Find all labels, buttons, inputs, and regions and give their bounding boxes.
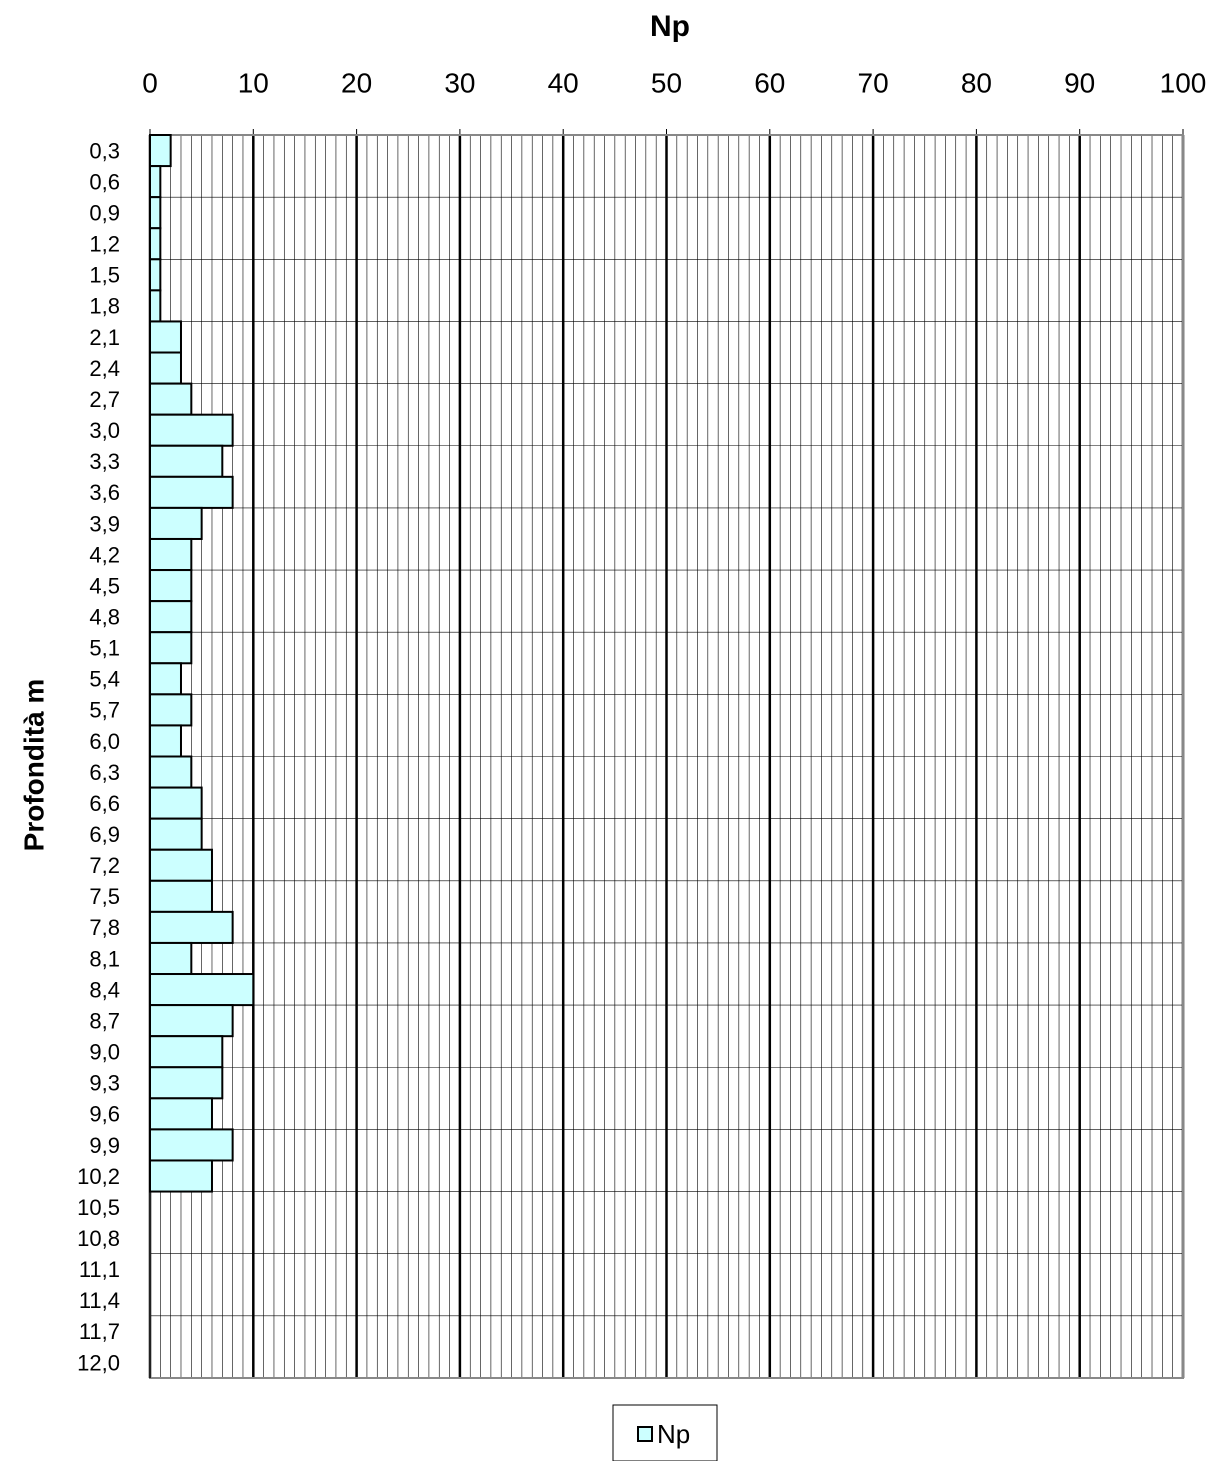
x-tick-label: 90 bbox=[1064, 67, 1095, 98]
bar bbox=[149, 258, 162, 292]
bar bbox=[149, 289, 162, 323]
bar bbox=[149, 1066, 224, 1100]
bar bbox=[149, 879, 213, 913]
y-tick-label: 1,8 bbox=[89, 294, 120, 319]
y-tick-label: 11,7 bbox=[79, 1319, 120, 1344]
y-tick-label: 6,0 bbox=[89, 729, 120, 754]
y-tick-label: 9,9 bbox=[89, 1133, 120, 1158]
y-tick-label: 0,6 bbox=[89, 169, 120, 194]
y-tick-label: 6,9 bbox=[89, 822, 120, 847]
y-tick-label: 6,6 bbox=[89, 791, 120, 816]
bar bbox=[149, 537, 193, 572]
legend-swatch bbox=[637, 1426, 653, 1442]
bar bbox=[149, 910, 234, 944]
y-tick-label: 3,6 bbox=[89, 480, 120, 505]
bar bbox=[149, 506, 203, 540]
bar bbox=[149, 755, 193, 789]
legend-label: Np bbox=[657, 1419, 690, 1449]
bar bbox=[149, 1035, 224, 1069]
y-tick-label: 8,4 bbox=[89, 977, 120, 1002]
x-tick-label: 10 bbox=[238, 67, 269, 98]
bar bbox=[149, 165, 162, 199]
x-tick-label: 20 bbox=[341, 67, 372, 98]
bar bbox=[149, 631, 193, 665]
y-tick-label: 4,8 bbox=[89, 604, 120, 629]
y-tick-label: 3,0 bbox=[89, 418, 120, 443]
y-tick-label: 12,0 bbox=[77, 1350, 120, 1375]
bar bbox=[149, 941, 193, 976]
bars bbox=[149, 134, 255, 1193]
y-tick-label: 2,4 bbox=[89, 356, 120, 381]
y-tick-label: 11,4 bbox=[79, 1288, 120, 1313]
x-tick-label: 80 bbox=[961, 67, 992, 98]
bar bbox=[149, 600, 193, 634]
y-tick-label: 4,5 bbox=[89, 573, 120, 598]
y-tick-label: 11,1 bbox=[79, 1257, 120, 1282]
legend bbox=[612, 1404, 718, 1461]
bar bbox=[149, 444, 224, 478]
bar bbox=[149, 724, 182, 758]
x-tick-label: 30 bbox=[444, 67, 475, 98]
bar bbox=[149, 351, 182, 385]
bar bbox=[149, 382, 193, 416]
x-tick-label: 0 bbox=[142, 67, 158, 98]
x-tick-label: 100 bbox=[1160, 67, 1207, 98]
y-tick-label: 10,2 bbox=[77, 1164, 120, 1189]
bar bbox=[149, 413, 234, 447]
bar bbox=[149, 662, 182, 696]
bar bbox=[149, 569, 193, 603]
y-tick-label: 4,2 bbox=[89, 542, 120, 567]
x-tick-label: 50 bbox=[651, 67, 682, 98]
bar bbox=[149, 475, 234, 509]
y-tick-label: 7,5 bbox=[89, 884, 120, 909]
bar bbox=[149, 1004, 234, 1038]
y-tick-label: 3,9 bbox=[89, 511, 120, 536]
y-tick-label: 5,7 bbox=[89, 698, 120, 723]
labels: 0 10 20 30 40 50 60 70 80 90 100 0,3 0,6 0,9 1,2 1,5 1,8… bbox=[77, 67, 1206, 1375]
x-tick-label: 40 bbox=[548, 67, 579, 98]
chart-title: Np bbox=[650, 10, 690, 43]
grid bbox=[148, 129, 1185, 1379]
y-tick-label: 6,3 bbox=[89, 760, 120, 785]
y-tick-label: 0,9 bbox=[89, 201, 120, 226]
bar bbox=[149, 1097, 213, 1131]
y-tick-label: 8,7 bbox=[89, 1008, 120, 1033]
y-tick-label: 5,1 bbox=[89, 636, 120, 661]
y-tick-label: 2,1 bbox=[89, 325, 120, 350]
bar bbox=[149, 786, 203, 820]
y-tick-label: 7,2 bbox=[89, 853, 120, 878]
bar bbox=[149, 1159, 213, 1193]
bar bbox=[149, 196, 162, 230]
bar bbox=[149, 693, 193, 727]
y-tick-label: 9,0 bbox=[89, 1040, 120, 1065]
y-tick-label: 10,8 bbox=[77, 1226, 120, 1251]
bar bbox=[149, 973, 255, 1007]
y-tick-label: 2,7 bbox=[89, 387, 120, 412]
y-axis-label: Profondità m bbox=[18, 679, 49, 852]
y-tick-label: 8,1 bbox=[89, 946, 120, 971]
bar bbox=[149, 848, 213, 882]
bar bbox=[149, 320, 182, 354]
y-tick-label: 10,5 bbox=[77, 1195, 120, 1220]
y-tick-label: 9,3 bbox=[89, 1071, 120, 1096]
bar bbox=[149, 1128, 234, 1162]
bar bbox=[149, 817, 203, 851]
bar bbox=[149, 134, 172, 168]
bar bbox=[149, 227, 162, 261]
y-tick-label: 0,3 bbox=[89, 138, 120, 163]
y-tick-label: 1,2 bbox=[89, 232, 120, 257]
x-tick-label: 60 bbox=[754, 67, 785, 98]
y-tick-label: 7,8 bbox=[89, 915, 120, 940]
y-tick-label: 9,6 bbox=[89, 1102, 120, 1127]
y-tick-label: 1,5 bbox=[89, 263, 120, 288]
y-tick-label: 3,3 bbox=[89, 449, 120, 474]
y-tick-label: 5,4 bbox=[89, 667, 120, 692]
x-tick-label: 70 bbox=[858, 67, 889, 98]
